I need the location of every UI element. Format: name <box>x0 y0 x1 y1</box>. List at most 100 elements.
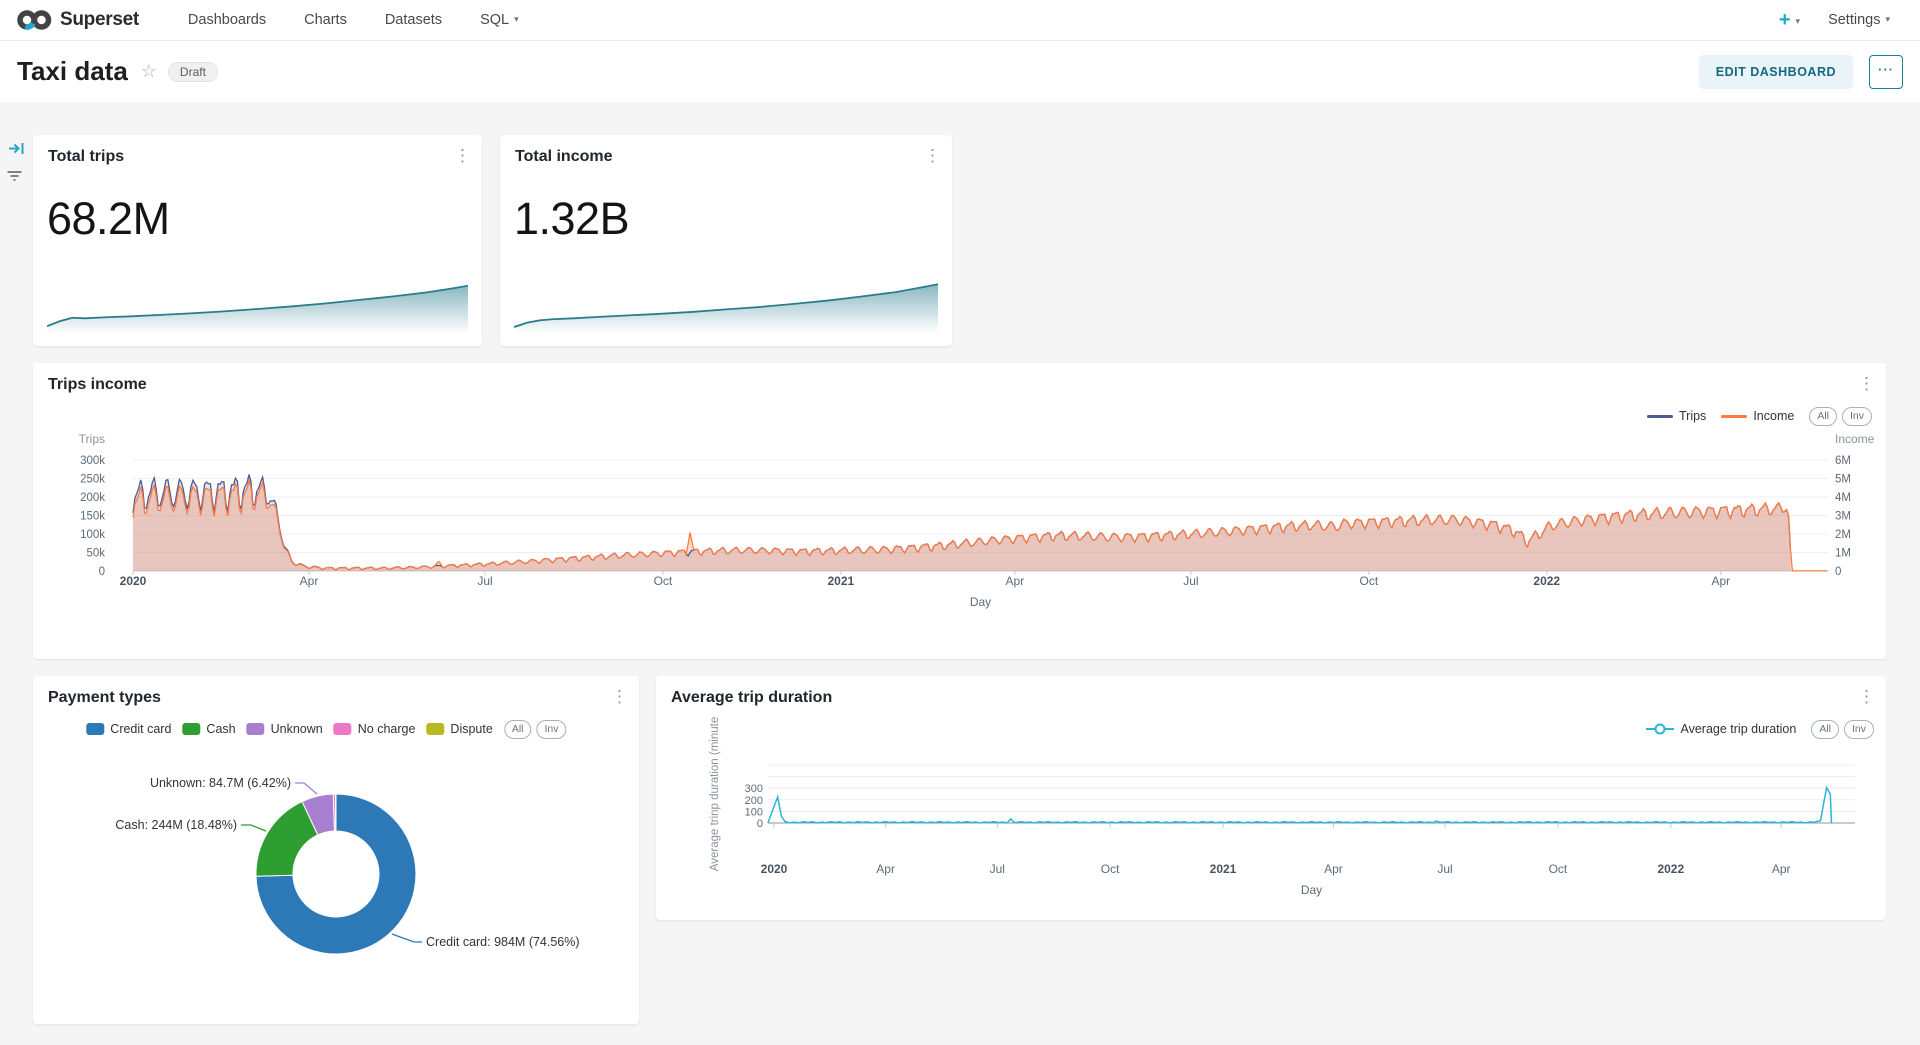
chart-title: Total income <box>515 148 613 165</box>
svg-text:200k: 200k <box>80 492 105 504</box>
legend-item-cash[interactable]: Cash <box>182 722 236 737</box>
legend-all-button[interactable]: All <box>1811 720 1839 739</box>
brand-name: Superset <box>60 9 139 30</box>
filter-icon[interactable] <box>7 170 22 183</box>
nav-charts[interactable]: Charts <box>304 12 347 28</box>
superset-brand[interactable]: Superset <box>16 9 139 31</box>
ellipsis-icon: ··· <box>1878 61 1894 77</box>
nav-datasets[interactable]: Datasets <box>384 12 443 28</box>
settings-menu[interactable]: Settings ▾ <box>1828 12 1890 28</box>
svg-text:1M: 1M <box>1835 548 1851 560</box>
panel-total-trips: Total trips ⋮ 68.2M <box>33 135 482 346</box>
panel-avg-trip-duration: Average trip duration ⋮ Average trip dur… <box>656 676 1886 920</box>
svg-text:Apr: Apr <box>1772 862 1791 876</box>
kebab-menu-icon[interactable]: ⋮ <box>1858 687 1875 706</box>
svg-text:2022: 2022 <box>1533 574 1560 588</box>
trips-swatch <box>1646 414 1673 418</box>
avg-duration-legend: Average trip duration All Inv <box>1646 720 1874 739</box>
nav-sql-label: SQL <box>480 12 510 28</box>
svg-text:Day: Day <box>1301 883 1322 897</box>
legend-item-no-charge[interactable]: No charge <box>333 722 416 737</box>
cash-swatch <box>182 723 201 736</box>
add-new-button[interactable]: + ▾ <box>1779 9 1800 32</box>
panel-total-income: Total income ⋮ 1.32B <box>500 135 952 346</box>
svg-text:300k: 300k <box>80 455 105 467</box>
svg-text:2021: 2021 <box>827 574 854 588</box>
legend-inv-button[interactable]: Inv <box>1843 720 1874 739</box>
caret-down-icon: ▾ <box>1795 15 1801 26</box>
payment-types-legend: Credit card Cash Unknown No charge Dispu… <box>86 720 567 739</box>
svg-text:100: 100 <box>745 806 763 818</box>
avg-duration-marker <box>1646 723 1675 735</box>
svg-text:Apr: Apr <box>1006 574 1025 588</box>
svg-text:Jul: Jul <box>990 862 1005 876</box>
plus-icon: + <box>1778 8 1791 31</box>
settings-label: Settings <box>1828 12 1881 28</box>
svg-text:150k: 150k <box>80 511 105 523</box>
legend-all-button[interactable]: All <box>1809 407 1837 426</box>
svg-text:Trips: Trips <box>79 432 105 446</box>
kebab-menu-icon[interactable]: ⋮ <box>611 687 628 706</box>
favorite-star-icon[interactable]: ☆ <box>140 61 157 81</box>
svg-text:Oct: Oct <box>1101 862 1120 876</box>
svg-text:3M: 3M <box>1835 511 1851 523</box>
kebab-menu-icon[interactable]: ⋮ <box>454 146 471 165</box>
legend-item-trips[interactable]: Trips <box>1646 409 1707 424</box>
legend-all-button[interactable]: All <box>503 720 532 739</box>
svg-text:Day: Day <box>970 595 991 609</box>
svg-text:5M: 5M <box>1835 474 1851 486</box>
svg-text:100k: 100k <box>80 529 105 541</box>
legend-item-income[interactable]: Income <box>1721 409 1794 423</box>
legend-item-unknown[interactable]: Unknown <box>246 722 323 737</box>
legend-label: Trips <box>1678 409 1707 424</box>
legend-label: Credit card <box>110 722 172 737</box>
svg-text:Cash: 244M (18.48%): Cash: 244M (18.48%) <box>115 818 237 832</box>
legend-item-avg-duration[interactable]: Average trip duration <box>1646 722 1796 736</box>
income-swatch <box>1721 414 1748 418</box>
legend-inv-button[interactable]: Inv <box>536 720 567 739</box>
legend-label: Unknown <box>270 722 323 737</box>
nav-sql[interactable]: SQL ▾ <box>461 12 538 28</box>
kebab-menu-icon[interactable]: ⋮ <box>1858 374 1875 393</box>
svg-text:Income: Income <box>1835 432 1875 446</box>
chart-title: Total trips <box>48 148 125 165</box>
svg-text:2M: 2M <box>1835 529 1851 541</box>
dashboard-title: Taxi data <box>17 56 128 86</box>
svg-text:Average trinp duration (minute: Average trinp duration (minute <box>709 717 721 872</box>
superset-logo-icon <box>17 10 52 30</box>
legend-label: Dispute <box>450 722 493 737</box>
svg-text:Oct: Oct <box>654 574 673 588</box>
edit-dashboard-button[interactable]: EDIT DASHBOARD <box>1698 54 1853 89</box>
expand-filter-bar-icon[interactable] <box>8 141 25 156</box>
panel-trips-income: Trips income ⋮ Trips Income All Inv 300k… <box>33 363 1886 659</box>
caret-down-icon: ▾ <box>1885 14 1890 24</box>
kebab-menu-icon[interactable]: ⋮ <box>924 146 941 165</box>
big-number-value: 1.32B <box>514 193 630 244</box>
payment-types-donut-chart[interactable]: Credit card: 984M (74.56%) Cash: 244M (18… <box>33 676 639 1024</box>
legend-item-credit-card[interactable]: Credit card <box>86 722 171 736</box>
svg-text:250k: 250k <box>80 474 105 486</box>
svg-text:2020: 2020 <box>761 862 788 876</box>
legend-item-dispute[interactable]: Dispute <box>426 722 493 737</box>
nav-dashboards[interactable]: Dashboards <box>187 12 267 28</box>
total-income-sparkline[interactable] <box>514 278 938 333</box>
total-trips-sparkline[interactable] <box>47 278 468 333</box>
unknown-swatch <box>246 723 265 736</box>
more-actions-button[interactable]: ··· <box>1869 54 1903 89</box>
svg-text:Apr: Apr <box>1711 574 1730 588</box>
svg-text:Jul: Jul <box>1437 862 1452 876</box>
dashboard-header: Taxi data ☆ Draft EDIT DASHBOARD ··· <box>0 41 1920 102</box>
svg-text:Apr: Apr <box>1324 862 1343 876</box>
legend-label: No charge <box>357 722 416 737</box>
svg-text:Credit card: 984M (74.56%): Credit card: 984M (74.56%) <box>426 935 580 949</box>
svg-text:2021: 2021 <box>1210 862 1237 876</box>
credit-card-swatch <box>86 723 105 736</box>
legend-label: Average trip duration <box>1680 722 1797 737</box>
svg-text:50k: 50k <box>86 548 105 560</box>
trips-income-chart[interactable]: 300k250k200k150k100k50k06M5M4M3M2M1M0Tri… <box>33 363 1886 659</box>
no-charge-swatch <box>333 723 352 736</box>
legend-inv-button[interactable]: Inv <box>1841 407 1872 426</box>
legend-label: Cash <box>206 722 236 737</box>
chart-title: Payment types <box>48 689 161 706</box>
